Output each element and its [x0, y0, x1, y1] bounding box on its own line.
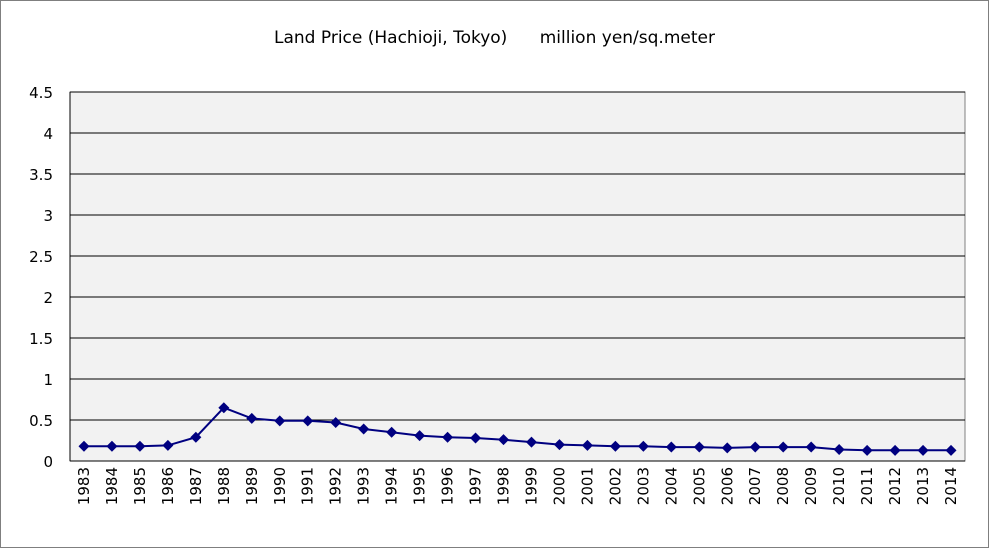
- x-tick-label: 1995: [411, 467, 429, 505]
- x-axis-ticks: 1983 1984 1985 1986 1987 1988 1989 1990 1991 1992…: [75, 467, 960, 505]
- x-tick-label: 1997: [467, 467, 485, 505]
- data-point-2002: [609, 440, 621, 452]
- data-point-1992: [330, 416, 342, 428]
- x-tick-label: 1994: [383, 467, 401, 505]
- data-point-2003: [637, 440, 649, 452]
- y-tick-label: 3.5: [29, 166, 53, 184]
- data-point-2010: [833, 444, 845, 456]
- gridlines: [69, 91, 965, 462]
- x-tick-label: 2004: [662, 467, 680, 505]
- x-tick-label: 2002: [606, 467, 624, 505]
- x-tick-label: 1986: [159, 467, 177, 505]
- x-tick-label: 1983: [75, 467, 93, 505]
- x-tick-label: 2010: [830, 467, 848, 505]
- y-tick-label: 3: [43, 207, 53, 225]
- data-point-1986: [162, 439, 174, 451]
- x-tick-label: 2005: [690, 467, 708, 505]
- data-point-2008: [777, 441, 789, 453]
- y-tick-label: 4.5: [29, 84, 53, 102]
- x-tick-label: 2008: [774, 467, 792, 505]
- data-point-2006: [721, 442, 733, 454]
- x-tick-label: 2013: [914, 467, 932, 505]
- data-point-1988: [218, 402, 230, 414]
- data-point-2011: [861, 444, 873, 456]
- y-tick-label: 1: [43, 371, 53, 389]
- data-point-1990: [274, 415, 286, 427]
- series-markers: [78, 402, 957, 456]
- x-tick-label: 1998: [495, 467, 513, 505]
- x-tick-label: 1989: [243, 467, 261, 505]
- x-tick-label: 2001: [578, 467, 596, 505]
- chart-title: Land Price (Hachioji, Tokyo) million yen…: [274, 28, 715, 48]
- data-point-2012: [889, 444, 901, 456]
- x-tick-label: 2011: [858, 467, 876, 505]
- data-point-2009: [805, 441, 817, 453]
- x-tick-label: 1987: [187, 467, 205, 505]
- data-point-2000: [553, 439, 565, 451]
- y-axis-ticks: 0 0.5 1 1.5 2 2.5 3 3.5 4 4.5: [29, 84, 53, 471]
- data-point-2013: [917, 444, 929, 456]
- x-tick-label: 1984: [103, 467, 121, 505]
- data-point-1987: [190, 431, 202, 443]
- data-point-1997: [470, 432, 482, 444]
- data-point-1995: [414, 430, 426, 442]
- x-tick-label: 1996: [439, 467, 457, 505]
- x-tick-label: 2000: [550, 467, 568, 505]
- data-point-1989: [246, 412, 258, 424]
- data-point-2005: [693, 441, 705, 453]
- data-point-2004: [665, 441, 677, 453]
- x-tick-label: 1990: [271, 467, 289, 505]
- x-tick-label: 1999: [522, 467, 540, 505]
- x-tick-label: 2003: [634, 467, 652, 505]
- y-tick-label: 2.5: [29, 248, 53, 266]
- x-tick-label: 1985: [131, 467, 149, 505]
- y-tick-label: 0: [43, 453, 53, 471]
- y-tick-label: 1.5: [29, 330, 53, 348]
- data-point-1998: [498, 434, 510, 446]
- data-point-1994: [386, 426, 398, 438]
- x-tick-label: 2009: [802, 467, 820, 505]
- y-tick-label: 2: [43, 289, 53, 307]
- x-tick-label: 2007: [746, 467, 764, 505]
- x-tick-label: 2006: [718, 467, 736, 505]
- x-tick-label: 1992: [327, 467, 345, 505]
- data-point-1984: [106, 440, 118, 452]
- data-point-1985: [134, 440, 146, 452]
- y-tick-label: 0.5: [29, 412, 53, 430]
- x-tick-label: 1988: [215, 467, 233, 505]
- data-point-2001: [581, 439, 593, 451]
- data-point-2014: [945, 444, 957, 456]
- y-tick-label: 4: [43, 125, 53, 143]
- data-point-2007: [749, 441, 761, 453]
- x-tick-label: 2012: [886, 467, 904, 505]
- plot-area: [69, 91, 966, 462]
- x-tick-label: 2014: [942, 467, 960, 505]
- data-point-1991: [302, 415, 314, 427]
- x-tick-label: 1991: [299, 467, 317, 505]
- x-tick-label: 1993: [355, 467, 373, 505]
- data-point-1996: [442, 431, 454, 443]
- data-point-1983: [78, 440, 90, 452]
- data-point-1999: [525, 436, 537, 448]
- data-point-1993: [358, 423, 370, 435]
